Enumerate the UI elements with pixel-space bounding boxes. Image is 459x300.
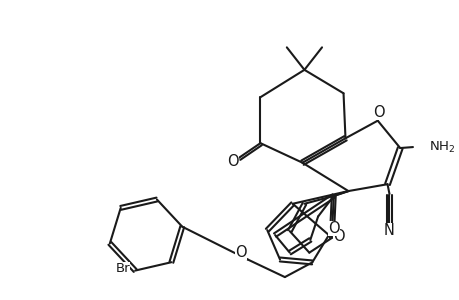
Text: O: O [372, 105, 384, 120]
Text: Br: Br [116, 262, 130, 275]
Text: O: O [235, 245, 246, 260]
Text: O: O [332, 229, 344, 244]
Text: NH$_2$: NH$_2$ [428, 140, 454, 154]
Polygon shape [267, 204, 328, 262]
Text: O: O [227, 154, 238, 169]
Text: O: O [327, 221, 339, 236]
Text: N: N [383, 223, 394, 238]
